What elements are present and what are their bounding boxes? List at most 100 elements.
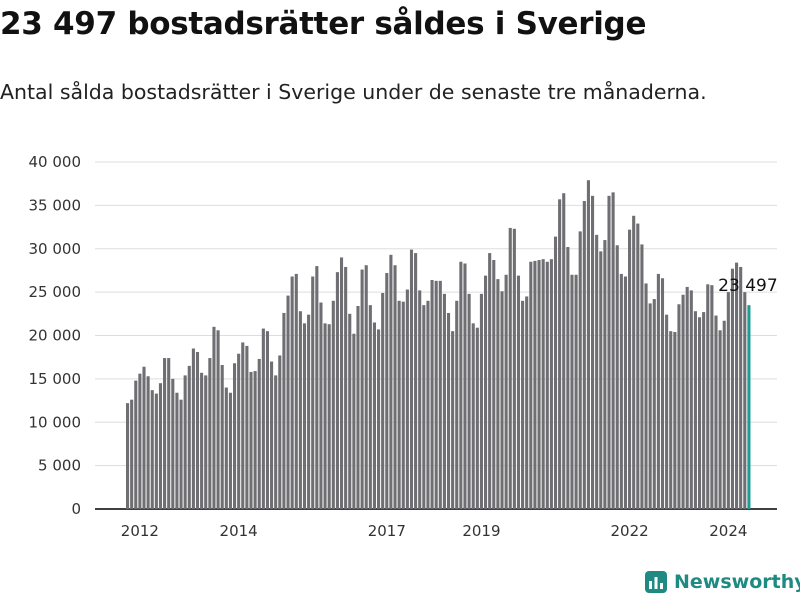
- bar: [735, 262, 739, 509]
- bar: [290, 276, 294, 509]
- bar: [401, 301, 405, 509]
- bar: [512, 228, 516, 510]
- bar: [368, 305, 372, 509]
- bar: [138, 373, 142, 509]
- bar: [344, 266, 348, 509]
- bar: [492, 260, 496, 509]
- bar: [640, 244, 644, 509]
- bar: [195, 351, 200, 509]
- bar: [216, 330, 220, 509]
- brand-logo: Newsworthy: [644, 570, 800, 594]
- bar: [446, 312, 451, 509]
- bar: [389, 254, 393, 509]
- y-tick-label: 15 000: [29, 370, 82, 388]
- bar: [265, 331, 270, 509]
- bar: [364, 265, 368, 509]
- bar: [442, 293, 446, 509]
- bar: [405, 289, 409, 509]
- bar: [677, 304, 681, 509]
- bar: [302, 323, 307, 509]
- bar: [718, 330, 722, 509]
- bar: [319, 302, 323, 509]
- bar: [208, 358, 212, 509]
- bar: [574, 274, 578, 509]
- y-tick-label: 10 000: [29, 413, 82, 431]
- bar: [521, 300, 525, 509]
- bar: [327, 324, 331, 509]
- bar: [348, 313, 352, 509]
- bar: [673, 332, 677, 509]
- bar: [175, 392, 179, 509]
- bar: [545, 261, 549, 509]
- bar: [274, 375, 278, 509]
- bar: [479, 293, 483, 509]
- bar: [488, 253, 492, 509]
- bar: [335, 272, 339, 509]
- bar: [163, 358, 167, 509]
- bar: [187, 365, 191, 509]
- bar: [475, 327, 479, 509]
- bar: [595, 234, 599, 509]
- page-subtitle: Antal sålda bostadsrätter i Sverige unde…: [0, 80, 707, 104]
- bar: [237, 353, 241, 509]
- bar: [158, 383, 163, 509]
- bar: [586, 180, 590, 509]
- bar: [599, 251, 603, 509]
- bar: [360, 269, 364, 509]
- bar: [549, 259, 553, 509]
- bar: [582, 201, 586, 510]
- bar: [377, 329, 381, 509]
- bar: [171, 378, 175, 510]
- y-tick-label: 35 000: [29, 196, 82, 214]
- brand-name: Newsworthy: [674, 571, 800, 593]
- bar: [372, 322, 376, 509]
- bar: [146, 376, 150, 509]
- bar: [541, 259, 545, 509]
- bar: [154, 393, 158, 509]
- bar: [611, 192, 615, 510]
- bar: [459, 261, 463, 509]
- bar: [591, 195, 595, 509]
- bar: [660, 278, 665, 509]
- bar: [134, 380, 138, 509]
- bar: [558, 199, 562, 510]
- bar: [307, 314, 311, 509]
- bars: [126, 180, 751, 510]
- bar: [183, 375, 187, 509]
- bar: [257, 358, 261, 509]
- bar: [352, 333, 356, 509]
- bar: [529, 261, 533, 509]
- x-tick-label: 2022: [610, 522, 648, 540]
- bar: [603, 240, 607, 509]
- bar: [409, 249, 414, 509]
- bar: [438, 280, 442, 509]
- bar: [455, 300, 459, 509]
- y-tick-label: 40 000: [29, 153, 82, 171]
- newsworthy-logo-icon: [645, 571, 667, 593]
- bar: [418, 290, 422, 509]
- bar: [356, 306, 360, 509]
- bar: [315, 266, 319, 509]
- bar: [150, 390, 154, 509]
- y-tick-label: 25 000: [29, 283, 82, 301]
- bar: [697, 317, 702, 509]
- y-tick-label: 5 000: [38, 457, 81, 475]
- bar: [615, 245, 619, 509]
- bar: [261, 328, 265, 509]
- bar: [566, 247, 570, 509]
- bar: [278, 355, 282, 509]
- bar: [385, 273, 389, 509]
- bar: [644, 283, 648, 509]
- bar: [426, 300, 430, 509]
- bar: [525, 296, 529, 509]
- bar: [669, 331, 673, 509]
- bar: [393, 265, 397, 509]
- bar: [623, 276, 628, 509]
- bar: [331, 300, 335, 509]
- y-axis-labels: 0 5 000 10 000 15 000 20 000 25 000 30 000 35 0…: [29, 153, 82, 518]
- bar: [142, 366, 146, 509]
- bar: [722, 320, 726, 509]
- bar: [504, 274, 508, 509]
- bar: [414, 253, 418, 509]
